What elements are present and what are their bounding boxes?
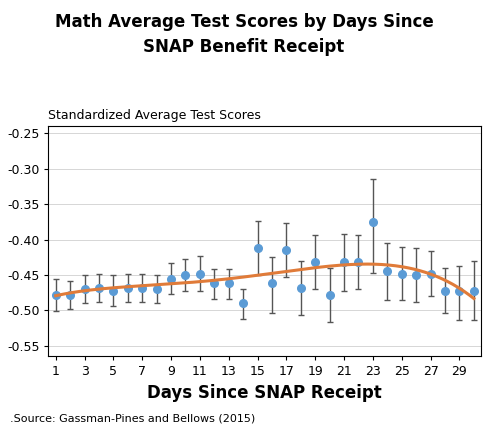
Text: .Source: Gassman-Pines and Bellows (2015): .Source: Gassman-Pines and Bellows (2015… [10, 414, 255, 424]
X-axis label: Days Since SNAP Receipt: Days Since SNAP Receipt [147, 384, 382, 402]
Text: Math Average Test Scores by Days Since: Math Average Test Scores by Days Since [55, 13, 433, 31]
Text: SNAP Benefit Receipt: SNAP Benefit Receipt [143, 38, 345, 56]
Text: Standardized Average Test Scores: Standardized Average Test Scores [48, 109, 262, 122]
